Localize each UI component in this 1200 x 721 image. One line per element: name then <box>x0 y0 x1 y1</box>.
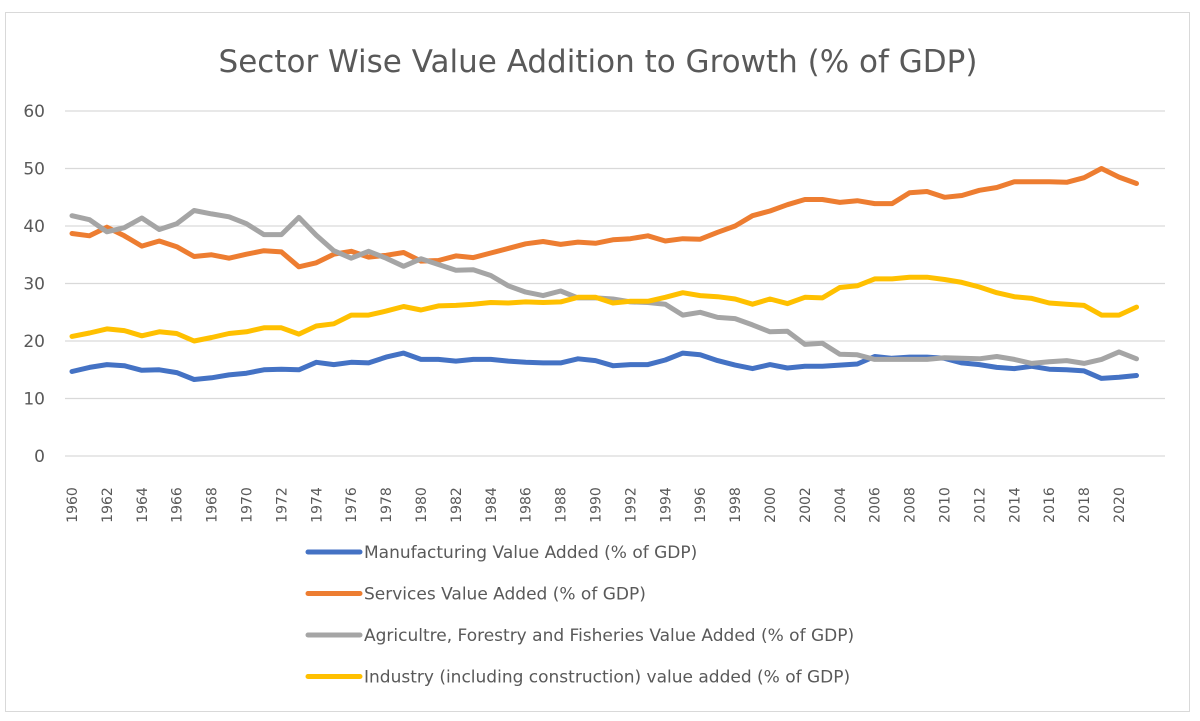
series-line-3 <box>69 274 1139 344</box>
x-tick-label: 1984 <box>484 487 500 523</box>
y-axis-ticks: 0 10 20 30 40 50 60 <box>23 102 45 467</box>
x-tick-label: 1980 <box>414 487 430 523</box>
x-axis-ticks: 1960 1962 1964 1966 1968 1970 1972 1974 1976 1978… <box>65 487 1128 523</box>
x-tick-label: 1982 <box>449 487 465 523</box>
x-tick-label: 1968 <box>205 487 221 523</box>
x-tick-label: 2002 <box>798 487 814 523</box>
x-tick-label: 1962 <box>100 487 116 523</box>
gridlines <box>65 110 1165 457</box>
x-tick-label: 2018 <box>1077 487 1093 523</box>
x-tick-label: 1976 <box>344 487 360 523</box>
x-tick-label: 2004 <box>833 487 849 523</box>
x-tick-label: 2016 <box>1042 487 1058 523</box>
x-tick-label: 1970 <box>240 487 256 523</box>
y-tick-label: 60 <box>23 102 45 122</box>
legend-label: Industry (including construction) value … <box>364 668 850 688</box>
legend-label: Services Value Added (% of GDP) <box>364 585 646 605</box>
y-tick-label: 20 <box>23 332 45 352</box>
x-tick-label: 2008 <box>903 487 919 523</box>
legend-label: Agricultre, Forestry and Fisheries Value… <box>364 626 854 646</box>
x-tick-label: 1998 <box>728 487 744 523</box>
y-tick-label: 40 <box>23 217 45 237</box>
x-tick-label: 2006 <box>868 487 884 523</box>
series-lines <box>69 166 1139 382</box>
y-tick-label: 30 <box>23 275 45 295</box>
x-tick-label: 1990 <box>589 487 605 523</box>
x-tick-label: 1964 <box>135 487 151 523</box>
x-tick-label: 2020 <box>1112 487 1128 523</box>
chart-title: Sector Wise Value Addition to Growth (% … <box>219 44 978 80</box>
x-tick-label: 1974 <box>309 487 325 523</box>
series-line-0 <box>69 350 1139 382</box>
series-line-1 <box>69 166 1139 270</box>
x-tick-label: 2000 <box>763 487 779 523</box>
x-tick-label: 1966 <box>170 487 186 523</box>
legend-label: Manufacturing Value Added (% of GDP) <box>364 543 697 563</box>
x-tick-label: 1960 <box>65 487 81 523</box>
x-tick-label: 1996 <box>693 487 709 523</box>
y-tick-label: 10 <box>23 390 45 410</box>
x-tick-label: 2010 <box>938 487 954 523</box>
x-tick-label: 1988 <box>554 487 570 523</box>
x-tick-label: 2012 <box>972 487 988 523</box>
x-tick-label: 1992 <box>623 487 639 523</box>
x-tick-label: 1986 <box>519 487 535 523</box>
x-tick-label: 1972 <box>274 487 290 523</box>
x-tick-label: 1994 <box>658 487 674 523</box>
legend: Manufacturing Value Added (% of GDP) Serv… <box>305 543 854 688</box>
y-tick-label: 0 <box>34 447 45 467</box>
x-tick-label: 1978 <box>379 487 395 523</box>
y-tick-label: 50 <box>23 160 45 180</box>
x-tick-label: 2014 <box>1007 487 1023 523</box>
